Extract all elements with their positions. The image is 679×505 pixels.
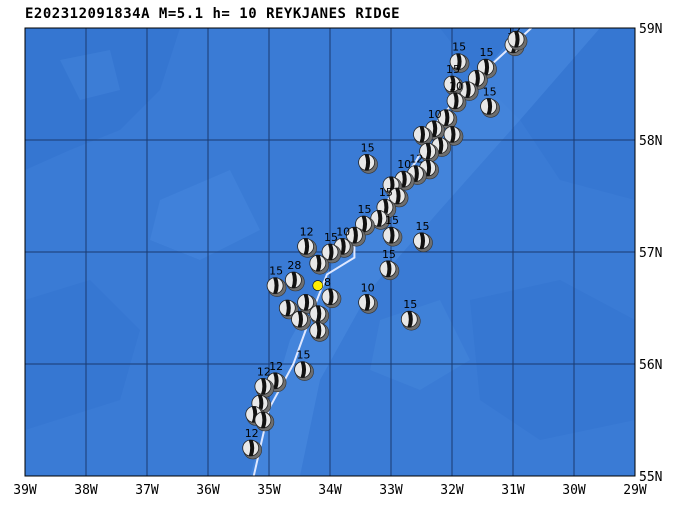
event-beachball (388, 187, 409, 208)
event-beachball (370, 209, 391, 230)
map-frame (24, 27, 636, 477)
event-beachball (437, 109, 458, 129)
event-beachball (443, 75, 464, 96)
map-title: E202312091834A M=5.1 h= 10 REYKJANES RID… (25, 6, 401, 22)
event-beachball (345, 226, 366, 247)
event-beachball (480, 98, 500, 118)
depth-label: 8 (324, 276, 331, 289)
depth-label: 15 (416, 220, 430, 233)
event-beachball (400, 310, 421, 331)
event-beachball (413, 232, 433, 253)
depth-label: 15 (480, 46, 494, 59)
event-beachball (446, 92, 467, 113)
lon-tick-label: 31W (501, 483, 525, 498)
lon-tick-label: 32W (440, 483, 464, 498)
depth-label: 10 (336, 225, 350, 238)
event-beachball (507, 30, 528, 51)
depth-label: 15 (361, 141, 375, 154)
event-beachball (379, 260, 400, 281)
lat-tick-label: 59N (639, 22, 662, 37)
lon-tick-label: 39W (13, 483, 37, 498)
lon-tick-label: 36W (196, 483, 220, 498)
depth-label: 15 (297, 349, 311, 362)
depth-label: 10 (428, 108, 442, 121)
depth-label: 15 (385, 214, 399, 227)
lon-tick-label: 37W (135, 483, 159, 498)
main-event-epicenter (312, 280, 324, 291)
lon-tick-label: 35W (257, 483, 281, 498)
event-beachball (321, 243, 342, 264)
depth-label: 15 (269, 265, 283, 278)
event-beachball (382, 226, 403, 247)
depth-label: 15 (483, 85, 497, 98)
lon-tick-label: 34W (318, 483, 342, 498)
event-beachball (321, 288, 342, 309)
event-beachball (254, 411, 275, 432)
event-beachball (309, 254, 330, 275)
depth-label: 12 (300, 225, 314, 238)
lon-tick-label: 38W (74, 483, 98, 498)
depth-label: 12 (269, 360, 283, 373)
depth-label: 10 (361, 281, 375, 294)
event-beachball (443, 125, 464, 146)
event-beachball (242, 439, 262, 460)
latitude-tick-labels: 59N 58N 57N 56N 55N (639, 22, 662, 485)
lat-tick-label: 58N (639, 134, 662, 149)
event-beachball (358, 293, 378, 314)
event-beachball (413, 125, 433, 146)
depth-label: 15 (403, 298, 417, 311)
lat-tick-label: 57N (639, 246, 662, 261)
event-beachball (449, 53, 470, 73)
lat-tick-label: 56N (639, 358, 662, 373)
lon-tick-label: 29W (623, 483, 647, 498)
depth-label: 15 (382, 248, 396, 261)
lon-tick-label: 30W (562, 483, 586, 498)
depth-label: 10 (449, 80, 463, 93)
lat-tick-label: 55N (639, 470, 662, 485)
event-beachball (309, 321, 330, 342)
longitude-tick-labels: 39W 38W 37W 36W 35W 34W 33W 32W 31W 30W 29W (13, 483, 647, 498)
depth-label: 15 (452, 41, 466, 54)
depth-label: 12 (245, 427, 259, 440)
lon-tick-label: 33W (379, 483, 403, 498)
depth-label: 15 (358, 203, 372, 216)
event-beachball (297, 237, 317, 258)
depth-label: 15 (446, 63, 460, 76)
event-beachball (419, 142, 439, 163)
event-beachball (254, 377, 275, 398)
depth-label: 28 (287, 259, 301, 272)
event-beachball (266, 277, 287, 297)
depth-label: 12 (409, 153, 423, 166)
depth-label: 15 (379, 186, 393, 199)
depth-label: 10 (397, 158, 411, 171)
event-beachball (294, 361, 314, 381)
depth-label: 15 (324, 231, 338, 244)
depth-label: 12 (257, 365, 271, 378)
event-beachball (291, 310, 311, 331)
event-beachball (284, 271, 305, 292)
event-beachball (382, 176, 403, 197)
event-beachball (358, 153, 378, 174)
